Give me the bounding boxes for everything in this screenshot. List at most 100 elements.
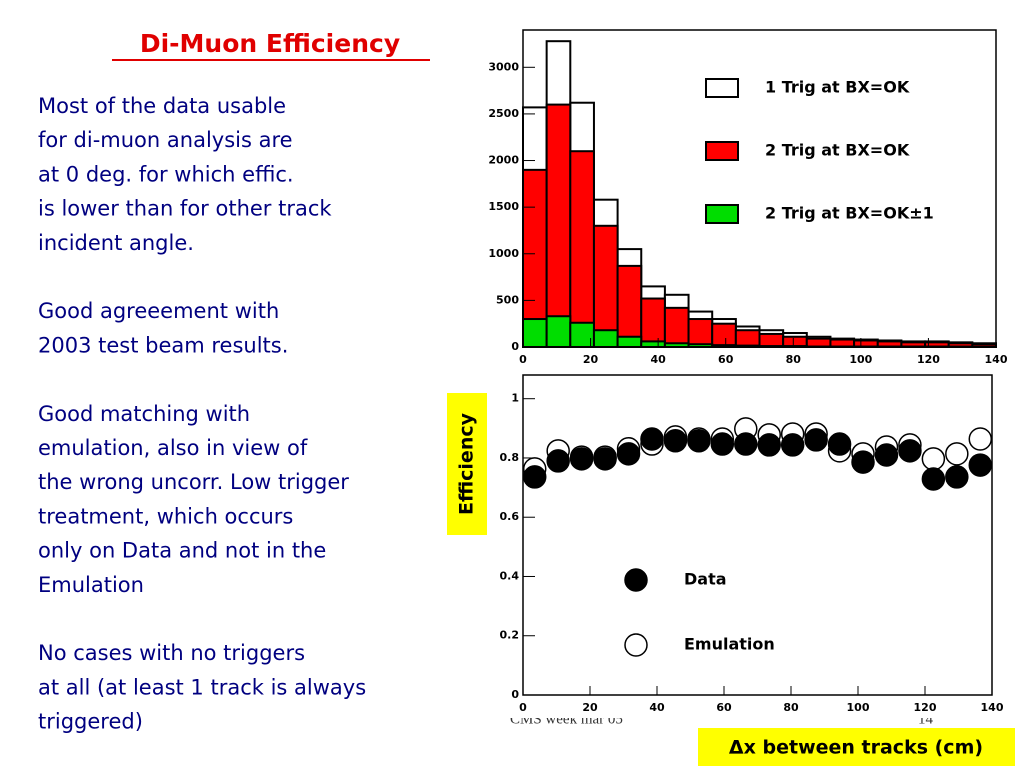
y-tick-label: 500 <box>496 293 519 306</box>
x-tick-label: 40 <box>649 701 665 714</box>
legend-label: 2 Trig at BX=OK <box>765 141 910 160</box>
hist-bar <box>545 315 572 349</box>
hist-bar <box>616 264 643 348</box>
x-tick-label: 20 <box>583 353 599 366</box>
x-tick-label: 0 <box>519 353 527 366</box>
plot-frame <box>522 29 997 348</box>
x-tick-label: 140 <box>985 353 1008 366</box>
hist-bar <box>569 150 595 348</box>
x-axis-label: Δx between tracks (cm) <box>729 737 983 759</box>
point <box>851 450 875 474</box>
x-tick-label: 80 <box>783 701 799 714</box>
point <box>968 453 993 477</box>
body-line: at 0 deg. for which effic. <box>38 162 294 186</box>
x-tick-label: 120 <box>914 701 937 714</box>
point <box>569 447 594 471</box>
body-line: Emulation <box>38 573 144 597</box>
body-line: for di-muon analysis are <box>38 128 293 152</box>
point <box>921 467 946 491</box>
x-tick-label: 40 <box>650 353 666 366</box>
y-axis-label: Efficiency <box>456 412 478 515</box>
body-line: treatment, which occurs <box>38 504 293 528</box>
legend-label: Emulation <box>684 635 775 654</box>
body-line: Good matching with <box>38 402 250 426</box>
body-line: 2003 test beam results. <box>38 333 288 357</box>
hist-bar <box>640 340 666 349</box>
point <box>874 443 899 467</box>
y-tick-label: 0.4 <box>500 569 520 582</box>
y-tick-label: 1500 <box>488 200 519 213</box>
bottom-panel <box>497 370 1010 718</box>
point <box>710 432 735 456</box>
body-line: the wrong uncorr. Low trigger <box>38 470 349 494</box>
x-label-box <box>698 728 1015 766</box>
hist-bar <box>592 224 619 348</box>
point <box>898 439 922 463</box>
x-tick-label: 20 <box>582 701 598 714</box>
hist-bar <box>758 332 785 348</box>
point <box>945 442 969 466</box>
legend-swatch <box>705 78 739 98</box>
point <box>734 432 758 456</box>
y-label-box <box>447 393 487 535</box>
body-line: No cases with no triggers <box>38 641 305 665</box>
x-tick-label: 120 <box>917 353 940 366</box>
x-tick-label: 60 <box>718 353 734 366</box>
body-line: at all (at least 1 track is always <box>38 675 366 699</box>
x-tick-label: 80 <box>786 353 802 366</box>
hist-bar <box>640 297 666 348</box>
legend-label: 2 Trig at BX=OK±1 <box>765 204 934 223</box>
hist-bar <box>616 335 643 348</box>
x-tick-label: 100 <box>849 353 872 366</box>
legend-swatch <box>705 204 739 224</box>
y-tick-label: 2500 <box>488 107 519 120</box>
y-tick-label: 3000 <box>488 60 519 73</box>
x-tick-label: 0 <box>519 701 527 714</box>
y-tick-label: 0.8 <box>500 451 520 464</box>
hist-bar <box>522 318 548 349</box>
hist-bar <box>663 306 690 349</box>
body-line: Most of the data usable <box>38 94 286 118</box>
y-tick-label: 0.2 <box>500 629 520 642</box>
y-tick-label: 0 <box>511 340 519 353</box>
point <box>687 429 711 453</box>
legend-marker <box>624 633 648 657</box>
body-line: triggered) <box>38 710 143 734</box>
body-line: only on Data and not in the <box>38 539 326 563</box>
hist-bar <box>711 322 737 348</box>
body-line: Good agreeement with <box>38 299 279 323</box>
hist-bar <box>734 329 761 349</box>
point <box>640 427 664 451</box>
slide-title: Di-Muon Efficiency <box>140 29 400 58</box>
point <box>616 442 641 466</box>
plot-frame <box>522 374 993 696</box>
y-tick-label: 0 <box>511 688 519 701</box>
point <box>827 432 852 456</box>
y-tick-label: 2000 <box>488 154 519 167</box>
legend-label: Data <box>684 570 727 589</box>
x-tick-label: 60 <box>716 701 732 714</box>
point <box>522 465 547 489</box>
point <box>593 447 617 471</box>
legend-swatch <box>705 141 739 161</box>
point <box>757 433 781 457</box>
point <box>780 433 805 457</box>
y-tick-label: 0.6 <box>500 510 520 523</box>
body-line: incident angle. <box>38 231 194 255</box>
point <box>945 465 969 489</box>
y-tick-label: 1000 <box>488 247 519 260</box>
body-line: emulation, also in view of <box>38 436 308 460</box>
hist-bar <box>592 329 619 349</box>
legend-label: 1 Trig at BX=OK <box>765 78 910 97</box>
point <box>663 429 688 453</box>
y-tick-label: 1 <box>511 392 519 405</box>
hist-bar <box>687 318 714 349</box>
body-line: is lower than for other track <box>38 197 332 221</box>
x-tick-label: 140 <box>981 701 1004 714</box>
point <box>546 449 570 473</box>
point <box>804 428 828 452</box>
legend-marker <box>624 568 648 592</box>
x-tick-label: 100 <box>847 701 870 714</box>
